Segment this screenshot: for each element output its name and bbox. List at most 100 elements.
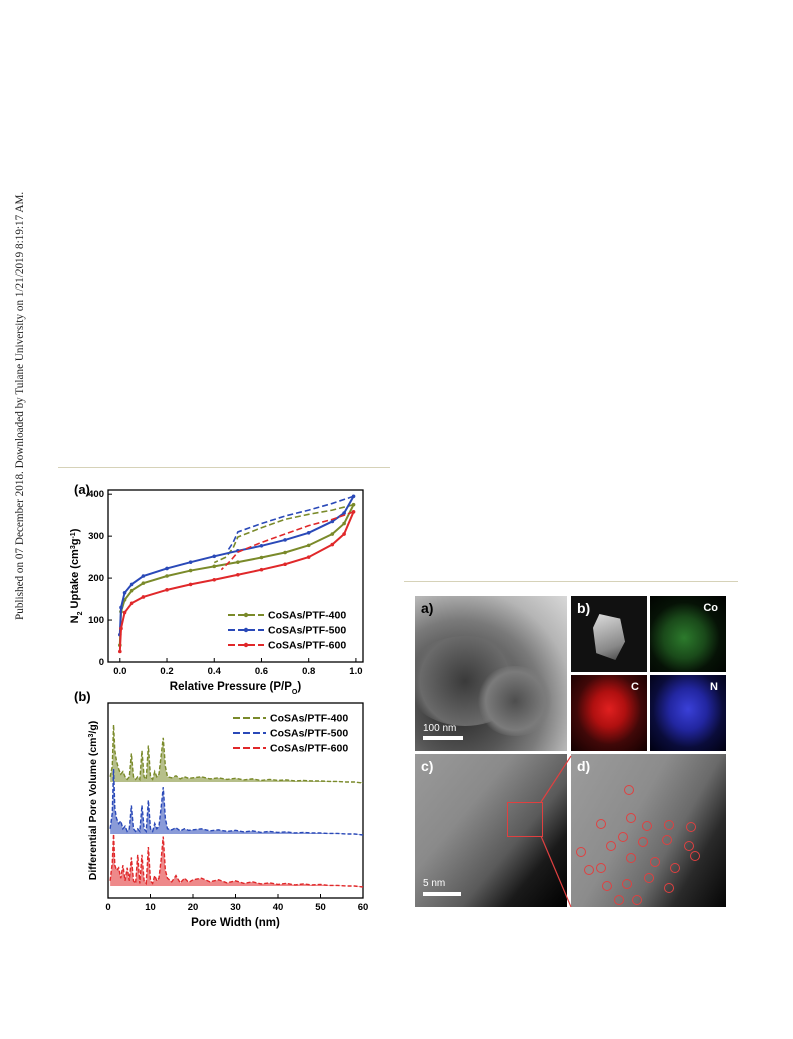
- data-point: [119, 605, 123, 610]
- distribution-line: [109, 768, 364, 836]
- microscopy-figure: a) 100 nm b) Co C N c) 5 nm d): [415, 596, 726, 907]
- atom-marker: [584, 865, 594, 875]
- scale-bar: [423, 892, 461, 896]
- legend-label: CoSAs/PTF-400: [268, 610, 346, 622]
- data-point: [259, 543, 264, 548]
- data-point: [212, 577, 217, 582]
- data-point: [122, 610, 127, 615]
- atom-marker: [624, 785, 634, 795]
- y-axis-label: N2 Uptake (cm3g-1): [69, 528, 84, 623]
- data-point: [188, 560, 193, 564]
- data-point: [342, 532, 346, 536]
- atom-marker: [684, 841, 694, 851]
- data-point: [212, 554, 217, 559]
- data-point: [330, 542, 335, 547]
- x-tick-label: 50: [315, 902, 326, 913]
- data-point: [259, 555, 264, 560]
- data-point: [118, 649, 122, 654]
- x-axis-label: Relative Pressure (P/PO): [170, 681, 302, 696]
- panel-d-zoom: d): [571, 754, 726, 907]
- panel-b-label: b): [577, 600, 591, 616]
- atom-marker: [642, 821, 652, 831]
- map-c-label: C: [631, 681, 639, 693]
- legend-label: CoSAs/PTF-600: [270, 743, 348, 755]
- isotherm-chart: (a) 0.0 0.2 0.4 0.6 0.8 1.0 0 100 200 300 400 Relati…: [69, 482, 364, 696]
- legend-label: CoSAs/PTF-600: [268, 640, 346, 652]
- data-point: [119, 626, 123, 631]
- desorption-line: [227, 495, 354, 551]
- download-note: Published on 07 December 2018. Downloade…: [14, 192, 32, 630]
- atom-marker: [576, 847, 586, 857]
- atom-marker: [622, 879, 632, 889]
- right-divider: [404, 581, 738, 582]
- data-point: [283, 550, 287, 555]
- x-tick-label: 30: [230, 902, 241, 913]
- data-point: [236, 560, 240, 564]
- x-tick-label: 0.4: [208, 666, 222, 677]
- y-tick-label: 400: [88, 489, 104, 500]
- y-tick-label: 100: [88, 615, 104, 626]
- atom-marker: [614, 895, 624, 905]
- data-point: [330, 519, 335, 524]
- legend-label: CoSAs/PTF-500: [268, 625, 346, 637]
- data-point: [259, 567, 264, 572]
- x-tick-label: 1.0: [349, 666, 362, 677]
- data-point: [351, 494, 356, 499]
- legend-marker: [243, 627, 249, 633]
- zoom-region-box: [507, 802, 543, 837]
- x-tick-label: 0.0: [113, 666, 126, 677]
- x-tick-label: 0.2: [160, 666, 173, 677]
- panel-c-label: c): [421, 758, 434, 774]
- x-axis-label: Pore Width (nm): [191, 917, 280, 929]
- atom-marker: [596, 863, 606, 873]
- x-tick-label: 60: [358, 902, 369, 913]
- data-point: [141, 595, 146, 599]
- y-tick-label: 0: [99, 657, 104, 668]
- data-point: [330, 532, 335, 536]
- data-point: [351, 502, 356, 507]
- panel-a-tem-image: a) 100 nm: [415, 596, 567, 751]
- atom-marker: [664, 820, 674, 830]
- single-atom-markers: [576, 785, 700, 905]
- atom-marker: [644, 873, 654, 883]
- atom-marker: [606, 841, 616, 851]
- left-divider: [58, 467, 390, 468]
- data-point: [122, 590, 127, 595]
- atom-marker: [618, 832, 628, 842]
- particle-blob: [475, 666, 555, 736]
- data-point: [342, 521, 346, 526]
- legend-marker: [243, 642, 249, 648]
- atom-marker: [686, 822, 696, 832]
- atom-marker: [602, 881, 612, 891]
- map-n-label: N: [710, 681, 718, 693]
- panel-a-label: a): [421, 600, 434, 616]
- data-point: [212, 564, 217, 569]
- x-tick-label: 10: [145, 902, 156, 913]
- panel-label: (a): [74, 482, 90, 497]
- atom-marker: [690, 851, 700, 861]
- panel-b-haadf: b): [571, 596, 647, 672]
- distribution-fill: [110, 834, 363, 888]
- data-point: [236, 572, 240, 577]
- map-co: Co: [650, 596, 726, 672]
- panel-label: (b): [74, 689, 91, 704]
- atom-marker: [638, 837, 648, 847]
- x-tick-label: 0: [105, 902, 110, 913]
- desorption-line: [213, 503, 354, 564]
- plot-frame: [107, 489, 364, 663]
- data-point: [165, 566, 169, 571]
- data-point: [342, 511, 346, 515]
- data-point: [283, 538, 287, 542]
- desorption-line: [220, 511, 354, 571]
- data-point: [306, 555, 311, 559]
- legend-marker: [243, 612, 249, 618]
- distribution-line: [109, 724, 364, 784]
- left-figure: (a)0.0 0.2 0.4 0.6 0.8 1.00100200300400Relati…: [69, 482, 369, 929]
- x-tick-label: 40: [273, 902, 284, 913]
- atom-marker: [650, 857, 660, 867]
- data-point: [129, 588, 134, 593]
- distribution-line: [109, 833, 364, 888]
- data-point: [129, 582, 134, 587]
- atom-marker: [626, 813, 636, 823]
- atom-marker: [626, 853, 636, 863]
